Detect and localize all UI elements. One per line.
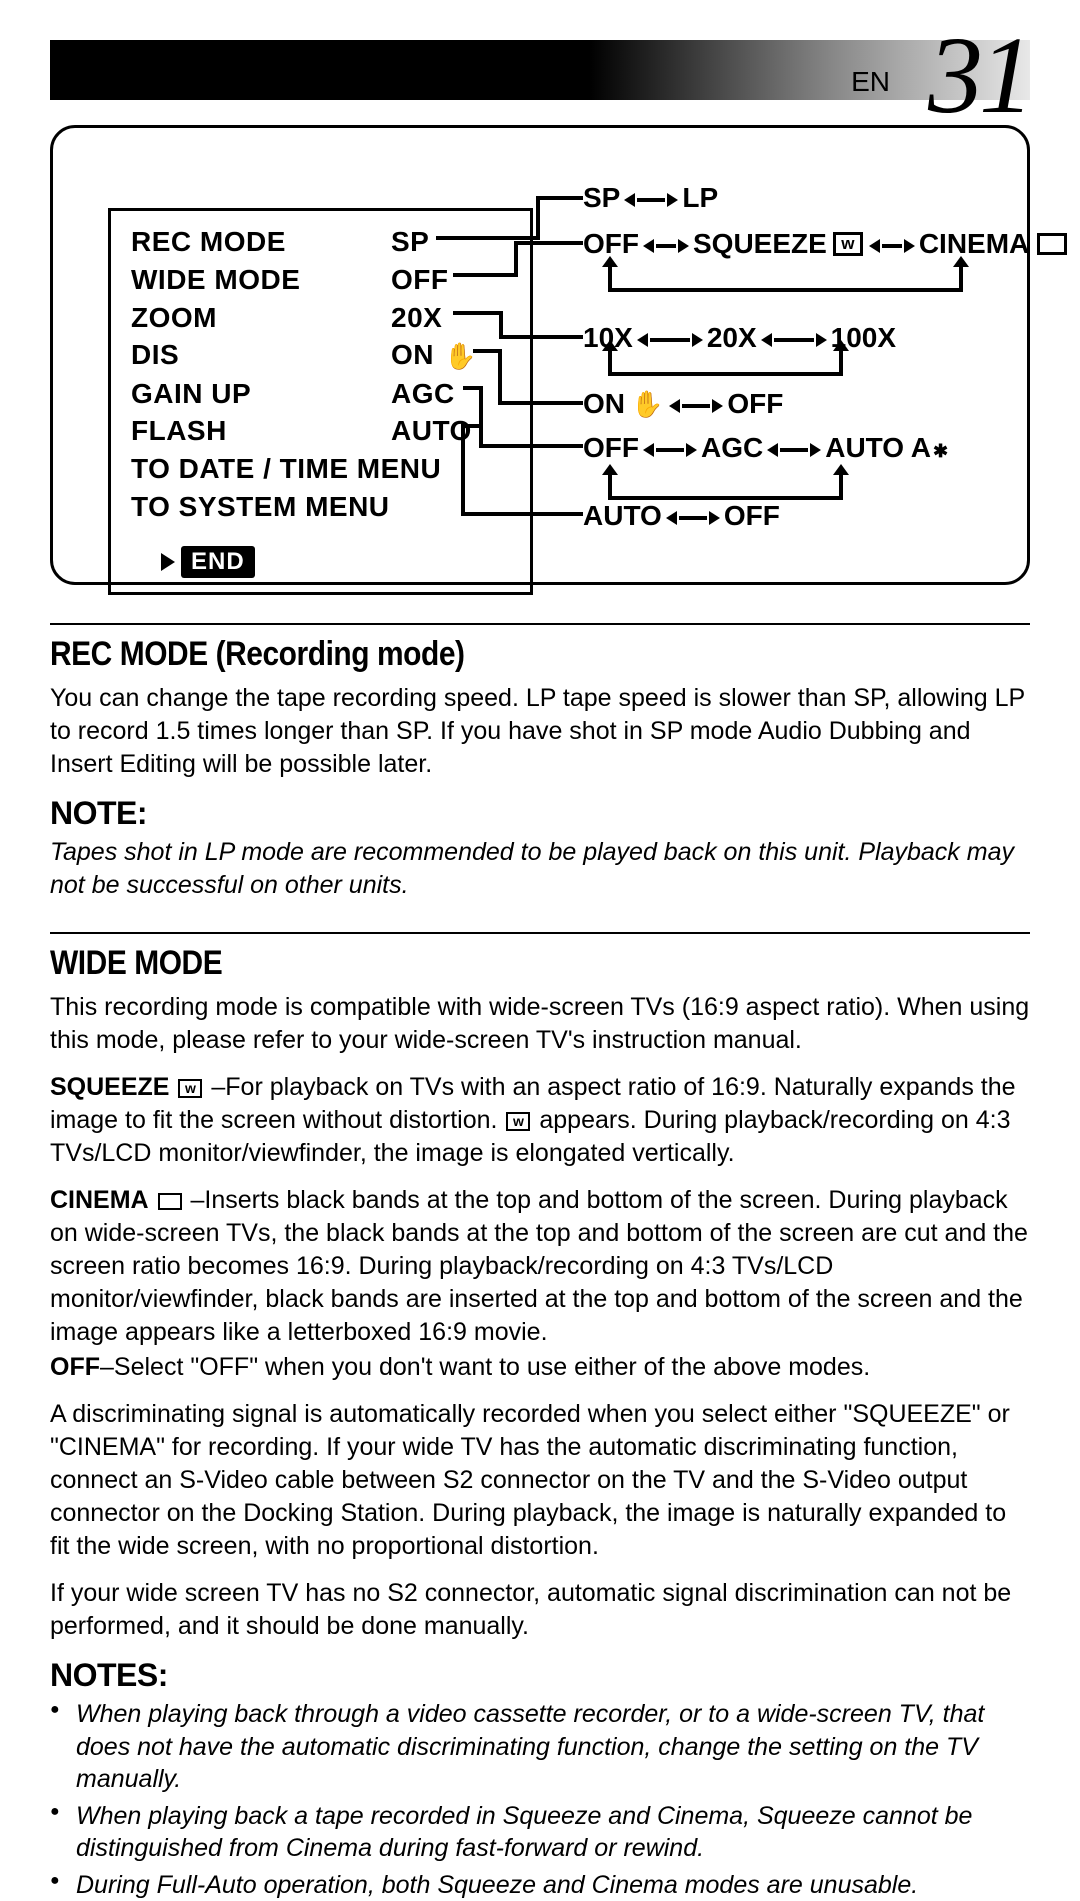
menu-label: REC MODE (131, 223, 391, 261)
page-number: 31 (928, 12, 1030, 139)
squeeze-icon: w (833, 232, 863, 256)
hand-icon: ✋ (444, 339, 477, 374)
rec-mode-note: Tapes shot in LP mode are recommended to… (50, 836, 1030, 902)
menu-label: WIDE MODE (131, 261, 391, 299)
end-badge: END (181, 546, 255, 578)
section-title-rec-mode: REC MODE (Recording mode) (50, 635, 912, 674)
hand-icon: ✋ (631, 389, 663, 420)
page-header: EN 31 (50, 40, 1030, 100)
menu-label: FLASH (131, 412, 391, 450)
menu-box: REC MODESP WIDE MODEOFF ZOOM20X DISON ✋ … (108, 208, 533, 595)
wide-mode-intro: This recording mode is compatible with w… (50, 991, 1030, 1057)
note-item: When playing back a tape recorded in Squ… (50, 1800, 1030, 1865)
note-heading: NOTE: (50, 795, 1030, 832)
notes-list: When playing back through a video casset… (50, 1698, 1030, 1901)
flow-dis: ON✋ OFF (583, 388, 783, 420)
wide-mode-off: OFF–Select "OFF" when you don't want to … (50, 1351, 1030, 1384)
wide-mode-squeeze: SQUEEZE w –For playback on TVs with an a… (50, 1071, 1030, 1170)
menu-label: DIS (131, 336, 391, 374)
flow-zoom: 10X 20X 100X (583, 322, 896, 354)
menu-full: TO DATE / TIME MENU (131, 450, 510, 488)
play-icon (161, 553, 175, 571)
note-item: During Full-Auto operation, both Squeeze… (50, 1869, 1030, 1901)
rec-mode-text: You can change the tape recording speed.… (50, 682, 1030, 781)
flow-wide-mode: OFF SQUEEZEw CINEMA (583, 228, 1067, 260)
menu-value: 20X (391, 299, 510, 337)
menu-label: GAIN UP (131, 375, 391, 413)
notes-heading: NOTES: (50, 1657, 1030, 1694)
flow-gain-up: OFF AGC AUTO A (583, 432, 948, 464)
section-title-wide-mode: WIDE MODE (50, 944, 912, 983)
flow-rec-mode: SP LP (583, 182, 718, 214)
squeeze-icon: w (506, 1112, 530, 1131)
flow-flash: AUTO OFF (583, 500, 780, 532)
wide-mode-p2: A discriminating signal is automatically… (50, 1398, 1030, 1563)
cinema-icon (1037, 233, 1067, 255)
menu-value: ON ✋ (391, 336, 510, 374)
menu-value: AGC (391, 375, 510, 413)
menu-diagram: REC MODESP WIDE MODEOFF ZOOM20X DISON ✋ … (50, 125, 1030, 585)
squeeze-icon: w (178, 1079, 202, 1098)
wide-mode-p3: If your wide screen TV has no S2 connect… (50, 1577, 1030, 1643)
menu-label: ZOOM (131, 299, 391, 337)
cinema-icon (158, 1193, 182, 1210)
menu-value: SP (391, 223, 510, 261)
note-item: When playing back through a video casset… (50, 1698, 1030, 1796)
menu-value: OFF (391, 261, 510, 299)
wide-mode-cinema: CINEMA –Inserts black bands at the top a… (50, 1184, 1030, 1349)
menu-full: TO SYSTEM MENU (131, 488, 510, 526)
page-lang: EN (851, 66, 890, 98)
